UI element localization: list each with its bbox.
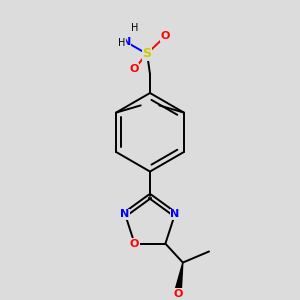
Text: O: O xyxy=(160,31,170,41)
Polygon shape xyxy=(176,262,183,289)
Text: S: S xyxy=(142,47,152,60)
Text: O: O xyxy=(130,238,139,249)
Text: O: O xyxy=(174,289,183,299)
Text: H: H xyxy=(118,38,125,48)
Text: N: N xyxy=(170,209,179,219)
Text: N: N xyxy=(122,37,131,46)
Text: O: O xyxy=(129,64,139,74)
Text: H: H xyxy=(130,22,138,33)
Text: N: N xyxy=(121,209,130,219)
